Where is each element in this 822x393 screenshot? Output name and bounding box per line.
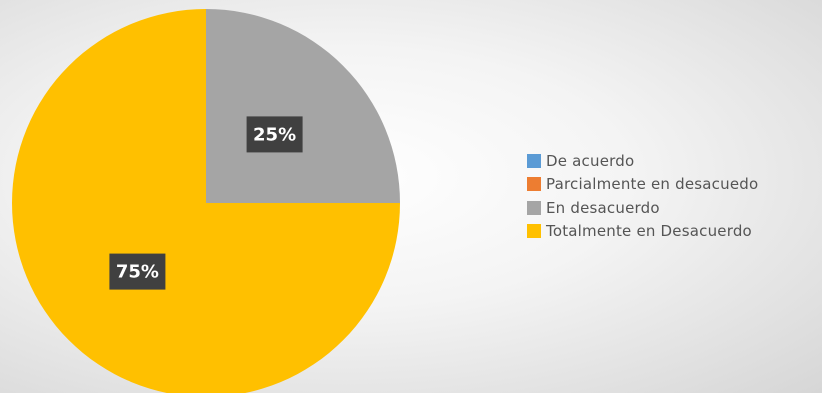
legend-swatch [527, 177, 541, 192]
legend-label: En desacuerdo [546, 198, 660, 217]
pie-slices [12, 9, 400, 393]
legend-label: Totalmente en Desacuerdo [546, 222, 752, 241]
legend-item-parcialmente-en-desacuedo: Parcialmente en desacuedo [527, 173, 758, 197]
legend-swatch [527, 200, 541, 215]
legend-label: Parcialmente en desacuedo [546, 175, 759, 194]
data-label-totalmente-en-desacuerdo: 75% [109, 253, 166, 290]
legend-swatch [527, 224, 541, 239]
legend-item-totalmente-en-desacuerdo: Totalmente en Desacuerdo [527, 220, 758, 244]
pie-slice-totalmente-en-desacuerdo [12, 9, 400, 393]
data-label-text: 25% [253, 124, 296, 145]
data-label-box [246, 116, 303, 153]
pie-data-labels: 25% 75% [109, 116, 303, 290]
data-label-en-desacuerdo: 25% [246, 116, 303, 153]
legend: De acuerdo Parcialmente en desacuedo En de… [527, 149, 758, 243]
legend-item-en-desacuerdo: En desacuerdo [527, 196, 758, 220]
pie-slice-en-desacuerdo [206, 9, 400, 203]
legend-item-de-acuerdo: De acuerdo [527, 149, 758, 173]
legend-label: De acuerdo [546, 151, 635, 170]
legend-swatch [527, 153, 541, 168]
data-label-box [109, 253, 166, 290]
data-label-text: 75% [116, 262, 159, 283]
